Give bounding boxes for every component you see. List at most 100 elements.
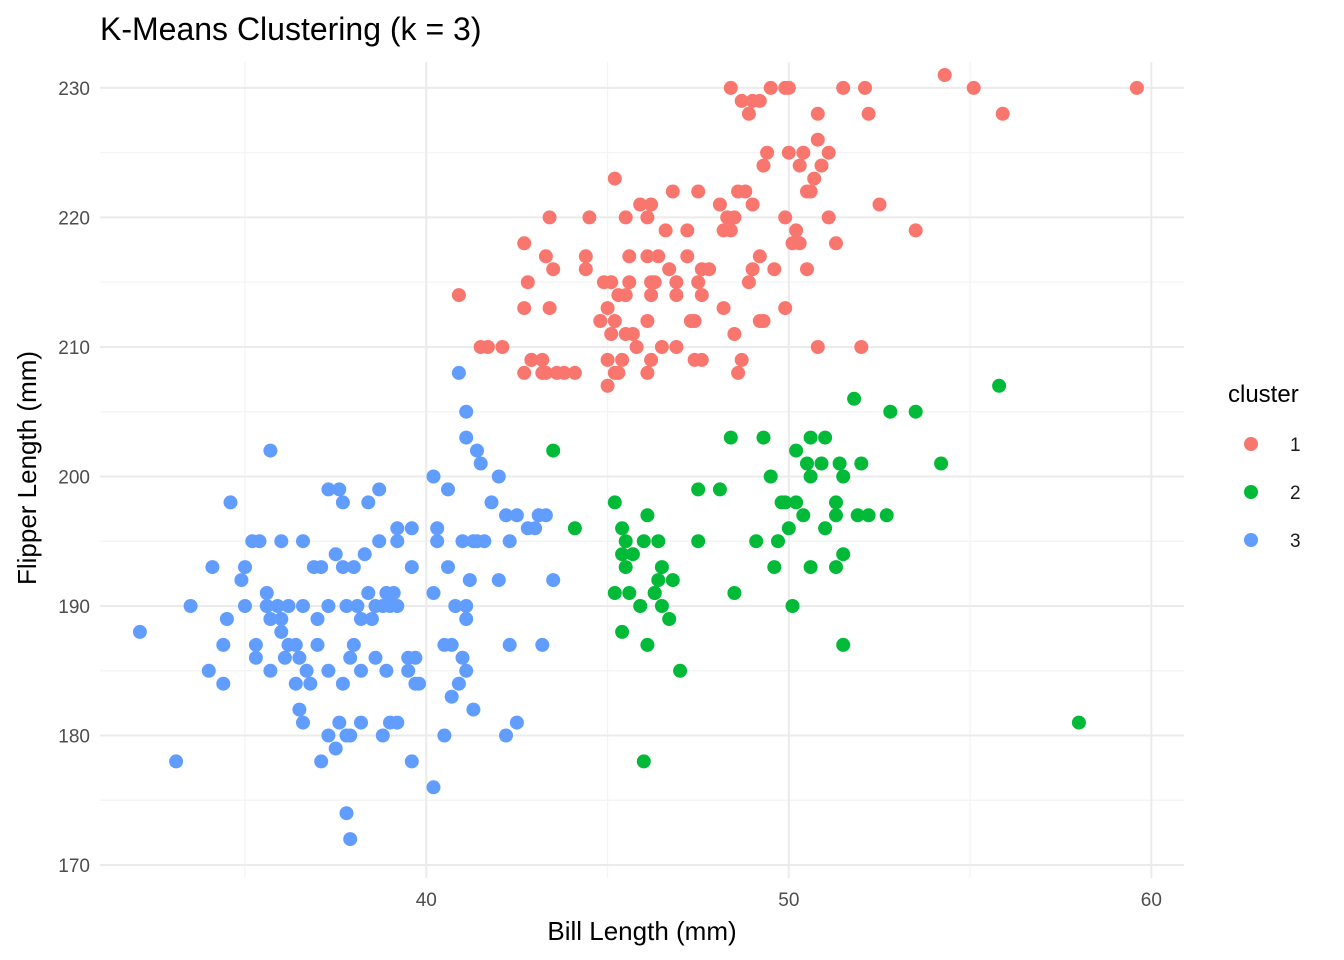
data-point-cluster-1: [752, 249, 767, 264]
data-point-cluster-3: [466, 702, 481, 717]
data-point-cluster-3: [354, 715, 368, 730]
data-point-cluster-3: [361, 495, 376, 510]
legend-label-cluster-1: 1: [1290, 435, 1301, 456]
data-point-cluster-3: [263, 443, 278, 458]
data-point-cluster-1: [720, 210, 735, 225]
data-point-cluster-3: [343, 650, 358, 665]
data-point-cluster-2: [803, 560, 818, 575]
data-point-cluster-2: [615, 624, 630, 639]
data-point-cluster-3: [205, 560, 220, 575]
data-point-cluster-1: [734, 93, 749, 108]
data-point-cluster-1: [781, 80, 796, 95]
data-point-cluster-2: [1071, 715, 1086, 730]
data-point-cluster-3: [426, 586, 441, 600]
legend-key-cluster-3: [1244, 533, 1258, 547]
data-point-cluster-3: [332, 482, 347, 497]
data-point-cluster-2: [789, 443, 804, 458]
data-point-cluster-3: [277, 650, 292, 665]
data-point-cluster-1: [763, 80, 778, 95]
data-point-cluster-2: [546, 443, 561, 458]
data-point-cluster-3: [288, 637, 303, 652]
data-point-cluster-1: [691, 184, 706, 199]
x-axis-ticks: 40 50 60: [416, 890, 1162, 911]
data-point-cluster-3: [288, 676, 303, 691]
data-point-cluster-1: [622, 275, 637, 290]
data-point-cluster-3: [401, 663, 416, 678]
x-axis-title: Bill Length (mm): [547, 916, 736, 946]
y-tick-label: 170: [58, 856, 90, 877]
data-point-cluster-2: [836, 469, 851, 484]
legend-title: cluster: [1228, 381, 1299, 408]
data-point-cluster-3: [441, 560, 455, 575]
data-point-cluster-1: [542, 210, 557, 225]
data-point-cluster-2: [829, 560, 843, 575]
data-point-cluster-3: [310, 612, 325, 626]
data-point-cluster-2: [800, 456, 814, 471]
data-point-cluster-1: [654, 340, 669, 354]
data-point-cluster-3: [299, 663, 314, 678]
data-point-cluster-3: [245, 534, 260, 549]
data-point-cluster-3: [484, 495, 499, 510]
data-point-cluster-1: [792, 236, 807, 251]
y-axis-title: Flipper Length (mm): [12, 351, 42, 585]
x-tick-label: 50: [778, 890, 799, 911]
data-point-cluster-2: [861, 508, 876, 523]
data-point-cluster-3: [216, 637, 231, 652]
data-point-cluster-3: [455, 650, 470, 665]
data-point-cluster-3: [502, 637, 517, 652]
data-point-cluster-1: [767, 262, 782, 277]
data-point-cluster-1: [810, 340, 825, 354]
data-point-cluster-3: [346, 560, 361, 575]
data-point-cluster-1: [680, 249, 695, 264]
data-point-cluster-1: [535, 365, 550, 380]
data-point-cluster-1: [741, 106, 756, 121]
data-point-cluster-2: [771, 534, 785, 549]
data-point-cluster-1: [760, 145, 775, 160]
data-point-cluster-3: [346, 637, 361, 652]
data-point-cluster-3: [296, 534, 310, 549]
legend-label-cluster-3: 3: [1290, 531, 1301, 552]
data-point-cluster-3: [499, 508, 513, 523]
data-point-cluster-2: [883, 404, 898, 419]
data-point-cluster-1: [607, 314, 622, 328]
x-tick-label: 60: [1141, 890, 1162, 911]
data-point-cluster-3: [390, 599, 405, 613]
data-point-cluster-3: [470, 443, 484, 458]
data-point-cluster-3: [430, 521, 445, 536]
data-point-cluster-1: [821, 145, 836, 160]
data-point-cluster-2: [625, 547, 640, 562]
data-point-cluster-1: [578, 262, 593, 277]
data-point-cluster-2: [781, 521, 796, 536]
data-point-cluster-3: [132, 624, 147, 639]
data-point-cluster-2: [607, 495, 622, 510]
data-point-cluster-1: [557, 365, 572, 380]
data-point-cluster-3: [509, 715, 524, 730]
data-points: [132, 68, 1144, 847]
data-point-cluster-2: [879, 508, 894, 523]
data-point-cluster-1: [778, 301, 793, 316]
y-tick-label: 220: [58, 208, 90, 229]
chart-title: K-Means Clustering (k = 3): [100, 11, 481, 47]
y-tick-label: 190: [58, 597, 90, 618]
data-point-cluster-3: [321, 599, 336, 613]
data-point-cluster-3: [335, 560, 350, 575]
data-point-cluster-1: [451, 288, 466, 303]
data-point-cluster-1: [803, 184, 818, 199]
data-point-cluster-2: [640, 637, 655, 652]
data-point-cluster-1: [473, 340, 488, 354]
data-point-cluster-2: [836, 637, 851, 652]
data-point-cluster-1: [669, 288, 684, 303]
data-point-cluster-2: [832, 456, 847, 471]
data-point-cluster-2: [992, 378, 1007, 393]
data-point-cluster-1: [908, 223, 923, 238]
data-point-cluster-2: [854, 456, 869, 471]
data-point-cluster-3: [368, 650, 383, 665]
data-point-cluster-3: [444, 689, 459, 704]
data-point-cluster-3: [441, 482, 455, 497]
data-point-cluster-3: [339, 806, 354, 821]
data-point-cluster-2: [622, 586, 637, 600]
data-point-cluster-3: [499, 728, 513, 743]
data-point-cluster-2: [651, 573, 666, 588]
data-point-cluster-3: [259, 599, 274, 613]
